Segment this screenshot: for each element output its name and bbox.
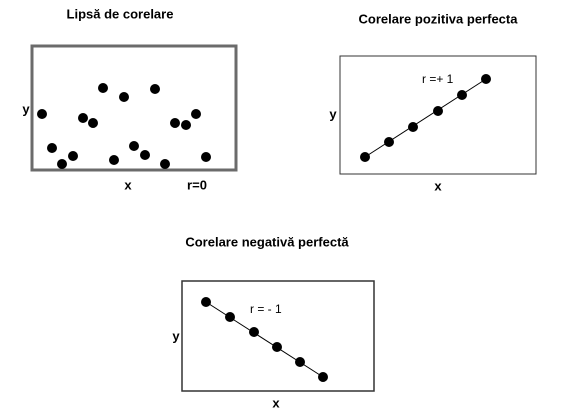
plot-frame <box>30 44 238 172</box>
panel-title: Lipsă de corelare <box>67 6 174 21</box>
y-label: y <box>22 101 30 116</box>
trend-line <box>364 78 487 158</box>
dots <box>201 297 328 382</box>
dots <box>37 83 211 169</box>
panel-negative: Corelare negativă perfectă y x r = - 1 <box>172 234 375 410</box>
y-label: y <box>329 106 337 121</box>
x-label: x <box>434 178 442 193</box>
panel-positive: Corelare pozitiva perfecta y x r =+ 1 <box>329 11 537 193</box>
r-label: r =+ 1 <box>422 72 454 86</box>
r-label: r = - 1 <box>250 302 282 316</box>
panel-title: Corelare pozitiva perfecta <box>359 11 519 26</box>
dots <box>360 74 491 162</box>
x-label: x <box>124 177 132 192</box>
plot-frame <box>181 280 375 392</box>
plot-frame <box>339 55 537 175</box>
panel-no-correlation: Lipsă de corelare y x r=0 <box>22 6 238 192</box>
x-label: x <box>272 395 280 410</box>
r-label: r=0 <box>187 177 207 192</box>
y-label: y <box>172 328 180 343</box>
panel-title: Corelare negativă perfectă <box>185 234 349 249</box>
